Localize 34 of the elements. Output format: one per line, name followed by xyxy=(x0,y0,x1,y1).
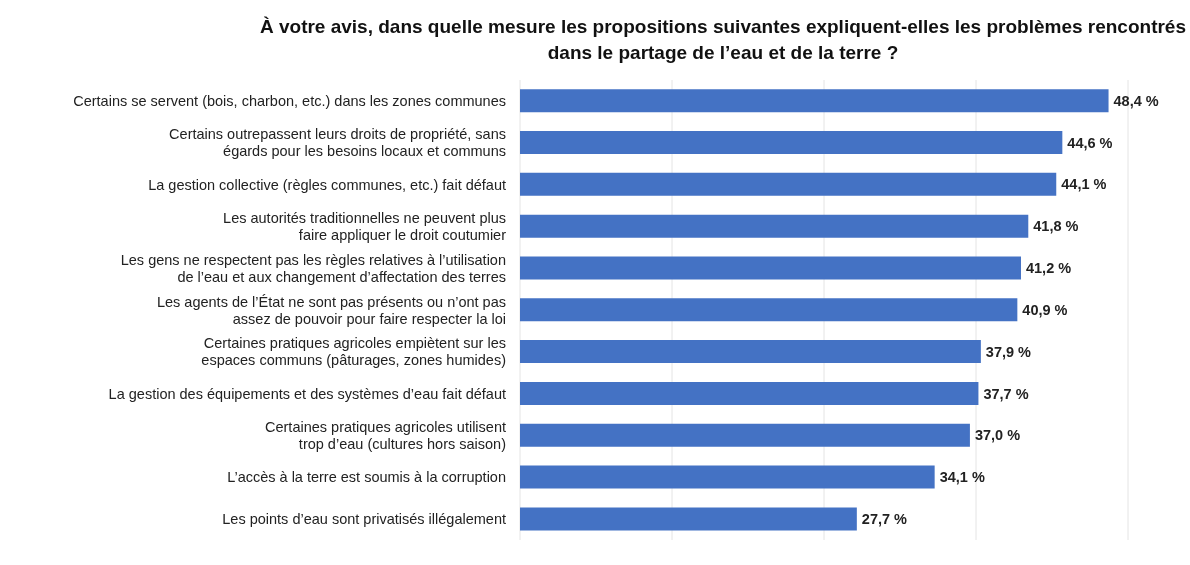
data-label: 44,6 % xyxy=(1067,134,1113,151)
y-tick-label: Certains outrepassent leurs droits de propriété, sans égards pour les besoins locaux et communs xyxy=(169,126,506,160)
data-label: 44,1 % xyxy=(1061,176,1107,193)
bar xyxy=(520,423,970,447)
data-label: 41,2 % xyxy=(1025,260,1072,277)
y-tick-label: Les points d’eau sont privatisés illégalement xyxy=(222,511,506,528)
data-label: 37,0 % xyxy=(974,427,1021,444)
y-tick-label: La gestion des équipements et des systèmes d’eau fait défaut xyxy=(108,385,506,402)
bar xyxy=(520,340,981,364)
bar xyxy=(520,381,979,405)
bar xyxy=(520,89,1109,113)
bar xyxy=(520,465,935,489)
chart-title: À votre avis, dans quelle mesure les propositions suivantes expliquent-elles les problèmes rencontrés dans le partage de l’eau et de la terre ? xyxy=(258,15,1187,65)
y-tick-label: Certains se servent (bois, charbon, etc.) dans les zones communes xyxy=(73,92,506,109)
data-label: 34,1 % xyxy=(939,469,985,486)
y-tick-label: Certaines pratiques agricoles utilisent trop d’eau (cultures hors saison) xyxy=(265,418,506,452)
y-tick-label: L’accès à la terre est soumis à la corruption xyxy=(227,469,506,486)
bar xyxy=(520,172,1057,196)
bar xyxy=(520,256,1021,280)
bar xyxy=(520,131,1063,155)
bar xyxy=(520,214,1029,238)
y-tick-label: Les autorités traditionnelles ne peuvent plus faire appliquer le droit coutumier xyxy=(223,209,507,243)
data-label: 37,7 % xyxy=(983,385,1029,402)
data-label: 27,7 % xyxy=(861,511,908,528)
y-tick-label: Certaines pratiques agricoles empiètent sur les espaces communs (pâturages, zones humides) xyxy=(201,335,506,369)
y-tick-label: La gestion collective (règles communes, etc.) fait défaut xyxy=(148,176,506,193)
bar xyxy=(520,298,1018,322)
data-label: 37,9 % xyxy=(985,343,1032,360)
bar xyxy=(520,507,857,531)
data-label: 48,4 % xyxy=(1113,92,1159,109)
data-label: 41,8 % xyxy=(1033,218,1079,235)
y-tick-label: Les gens ne respectent pas les règles relatives à l’utilisation de l’eau et aux changement d’affectation des terres xyxy=(120,251,506,285)
y-tick-label: Les agents de l’État ne sont pas présents ou n’ont pas assez de pouvoir pour faire respecter la loi xyxy=(156,293,506,327)
data-label: 40,9 % xyxy=(1022,301,1068,318)
